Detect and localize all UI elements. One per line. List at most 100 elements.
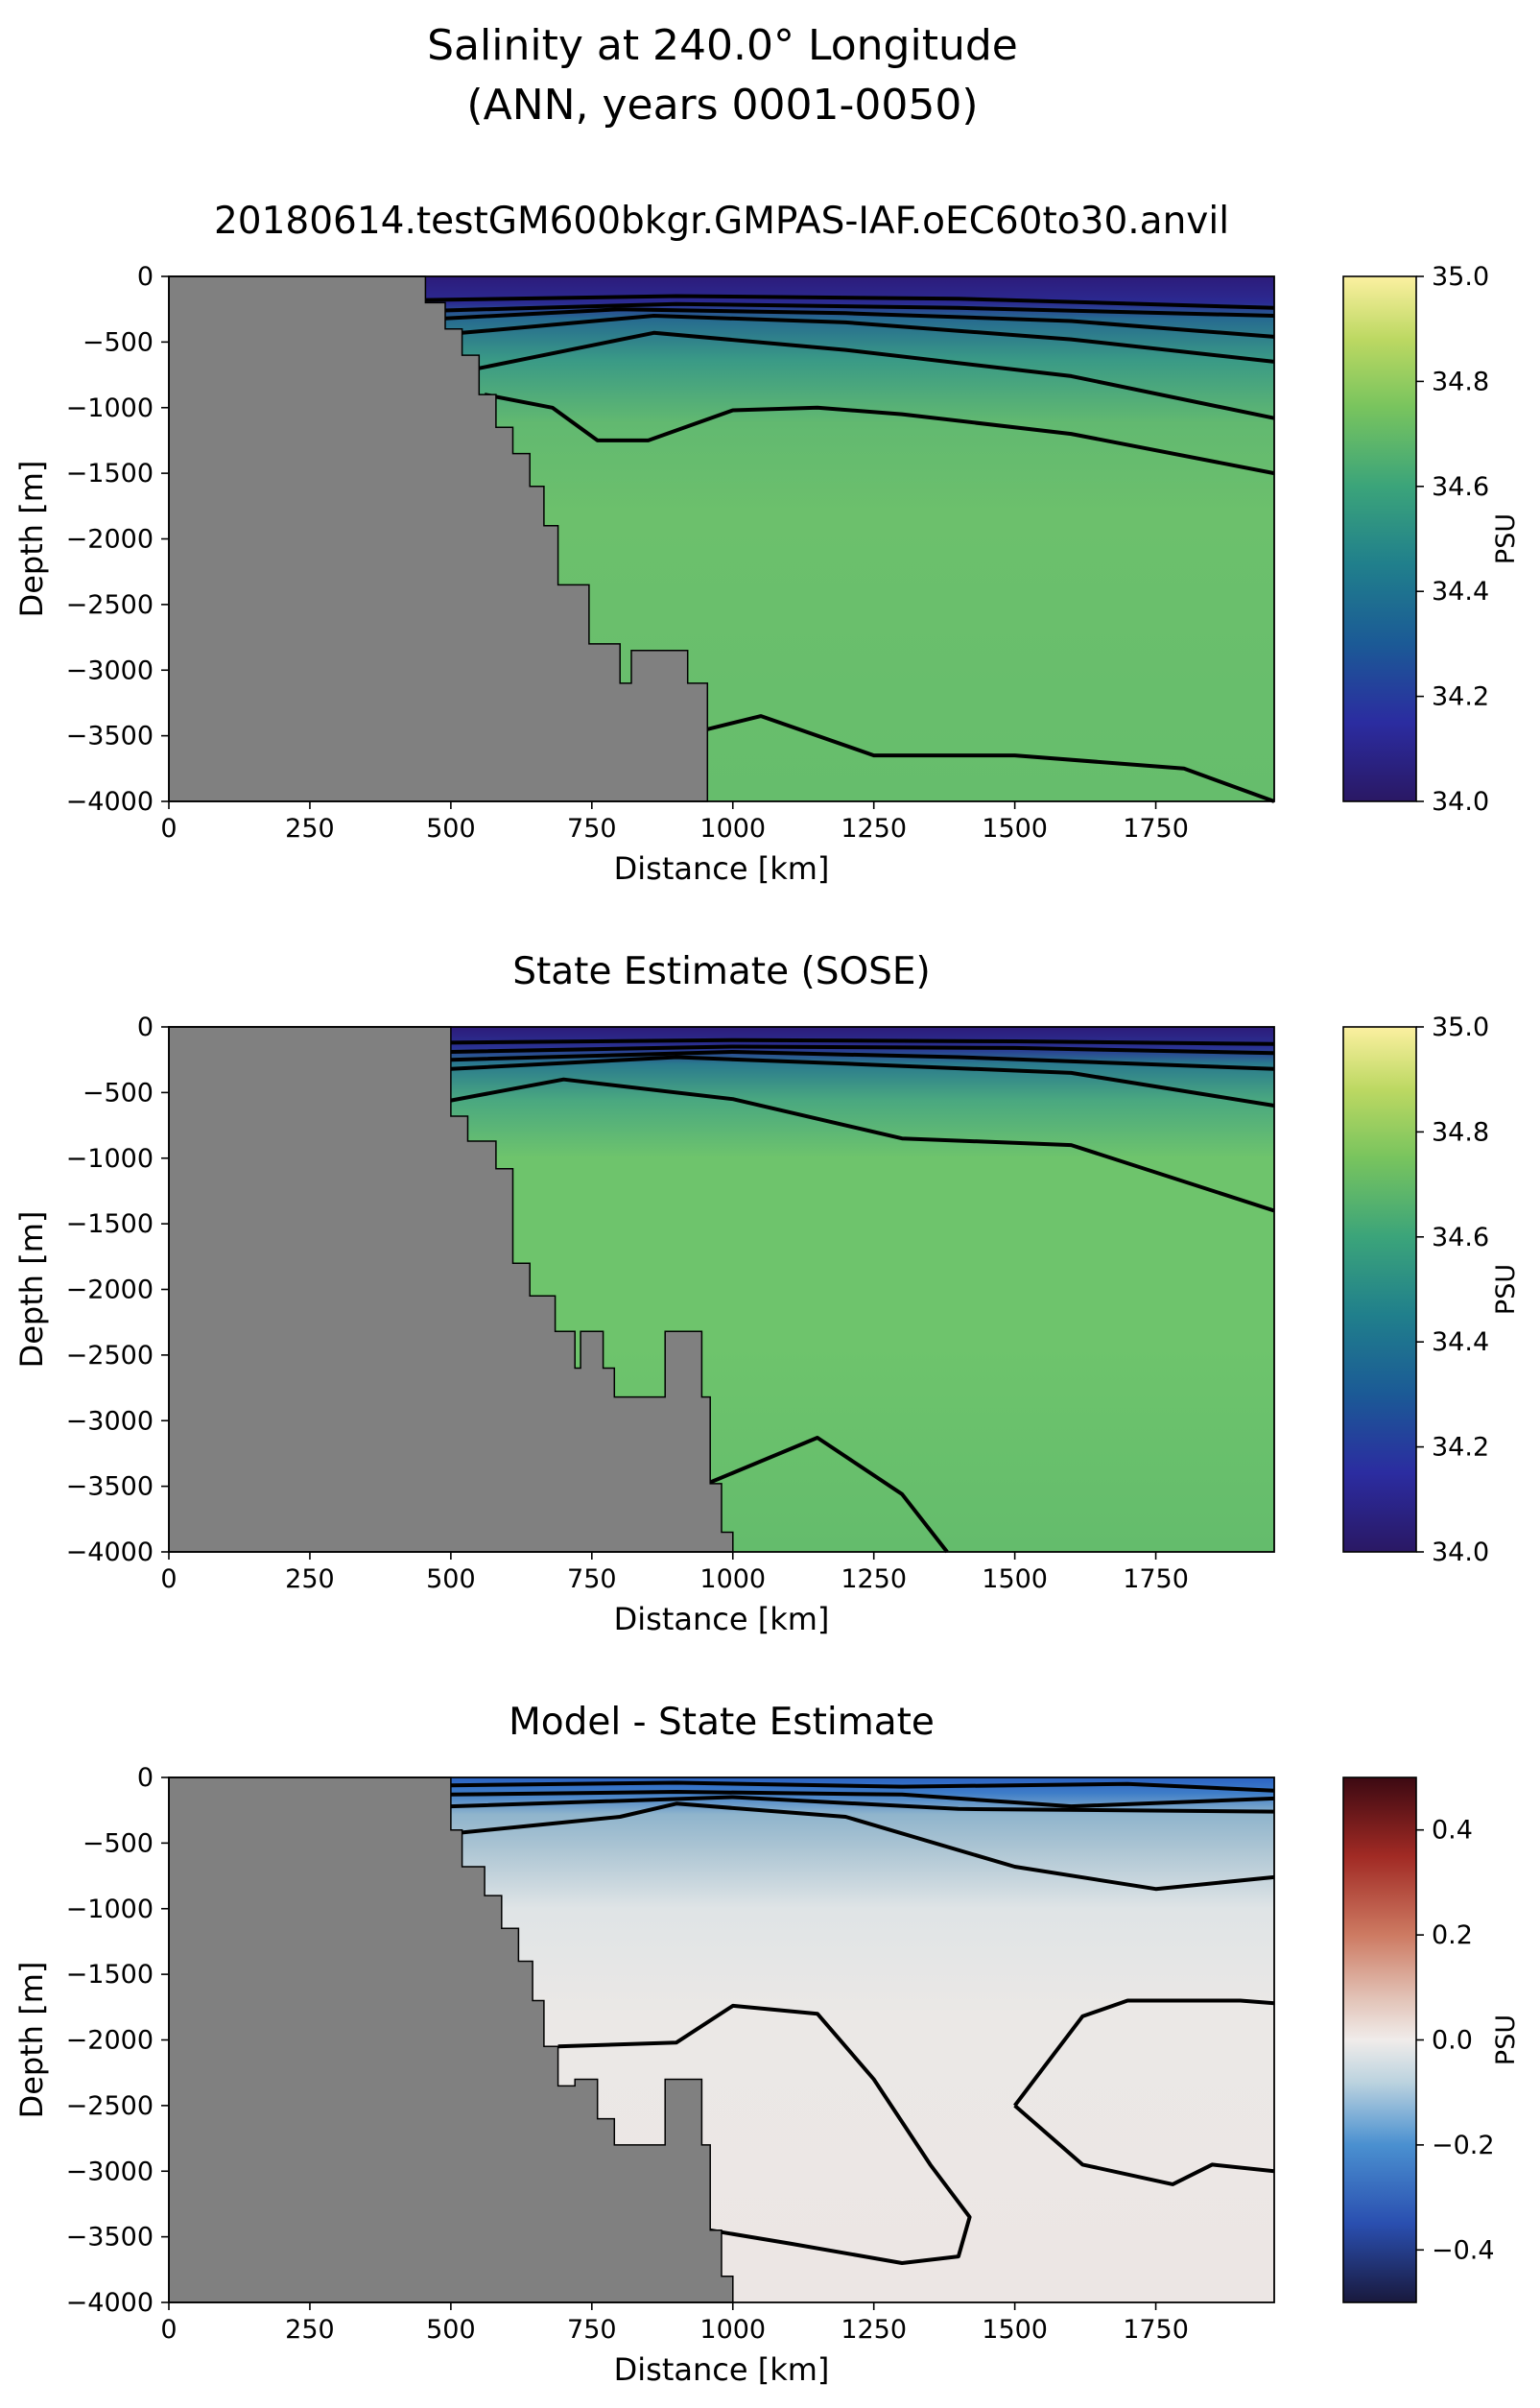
contour-line-6	[484, 393, 1275, 476]
contour-line-3	[444, 307, 1275, 339]
y-tick-label: −1500	[66, 1960, 154, 1990]
x-axis-label: Distance [km]	[614, 1601, 830, 1637]
bathymetry	[168, 1026, 734, 1553]
colorbar-tick-label: 34.0	[1432, 1538, 1489, 1567]
contour-line-6	[709, 1436, 949, 1554]
y-axis-label: Depth [m]	[13, 461, 50, 618]
x-tick-label: 1500	[982, 2315, 1048, 2345]
contour-line-2	[439, 301, 1275, 318]
colorbar-tick-label: 34.2	[1432, 682, 1489, 712]
colorbar-label: PSU	[1491, 513, 1521, 564]
y-tick-label: −2000	[66, 525, 154, 555]
y-tick-label: −2000	[66, 1276, 154, 1305]
colorbar	[1342, 1776, 1417, 2303]
bathymetry	[168, 275, 709, 802]
x-tick-label: 500	[426, 1564, 476, 1594]
y-tick-label: −4000	[66, 787, 154, 817]
y-tick-label: −1000	[66, 393, 154, 423]
contour-line-3	[450, 1050, 1275, 1071]
y-tick-label: −500	[83, 1828, 154, 1858]
y-tick-label: −2500	[66, 590, 154, 620]
contour-line-6	[1013, 1998, 1275, 2108]
y-tick-label: −3500	[66, 2223, 154, 2253]
x-tick-label: 1750	[1123, 1564, 1189, 1594]
x-tick-label: 1000	[699, 1564, 766, 1594]
panel-title: 20180614.testGM600bkgr.GMPAS-IAF.oEC60to…	[214, 200, 1229, 243]
colorbar-tick-label: 34.4	[1432, 577, 1489, 607]
colorbar-tick-label: 34.6	[1432, 472, 1489, 502]
colorbar-tick-label: 34.0	[1432, 787, 1489, 817]
contour-line-1	[450, 1037, 1275, 1046]
y-tick-label: −3000	[66, 656, 154, 685]
x-tick-label: 0	[160, 2315, 177, 2345]
chart-panel-2: State Estimate (SOSE) 0 250 500 750 1000 1250 1…	[13, 950, 1521, 1637]
x-axis-label: Distance [km]	[614, 2351, 830, 2388]
colorbar-tick-label: 34.2	[1432, 1433, 1489, 1463]
colorbar-tick-label: 0.2	[1432, 1920, 1473, 1950]
contour-line-2	[450, 1790, 1275, 1809]
x-tick-label: 500	[426, 2315, 476, 2345]
x-tick-label: 0	[160, 814, 177, 844]
contour-line-7	[706, 714, 1275, 803]
x-tick-label: 1500	[982, 1564, 1048, 1594]
x-tick-label: 1500	[982, 814, 1048, 844]
colorbar-tick-label: 34.6	[1432, 1223, 1489, 1252]
y-tick-label: −2500	[66, 1341, 154, 1371]
y-axis-label: Depth [m]	[13, 1962, 50, 2119]
x-tick-label: 0	[160, 1564, 177, 1594]
contour-line-1	[425, 294, 1275, 310]
contour-line-4	[462, 1801, 1275, 1892]
x-tick-label: 1750	[1123, 2315, 1189, 2345]
y-tick-label: −500	[83, 1078, 154, 1108]
y-tick-label: −1000	[66, 1144, 154, 1174]
x-tick-label: 750	[567, 2315, 617, 2345]
y-tick-label: −1500	[66, 459, 154, 489]
colorbar-tick-label: 35.0	[1432, 262, 1489, 292]
y-tick-label: −2500	[66, 2091, 154, 2121]
x-tick-label: 250	[285, 814, 335, 844]
colorbar-tick-label: −0.2	[1432, 2131, 1495, 2160]
colorbar-tick-label: 34.8	[1432, 367, 1489, 396]
x-tick-label: 1250	[841, 814, 907, 844]
y-tick-label: 0	[137, 1763, 154, 1793]
x-tick-label: 250	[285, 2315, 335, 2345]
colorbar-tick-label: 34.4	[1432, 1327, 1489, 1357]
bathymetry	[168, 1776, 734, 2303]
colorbar-tick-label: 35.0	[1432, 1013, 1489, 1042]
y-tick-label: −1500	[66, 1209, 154, 1239]
panel-title: Model - State Estimate	[509, 1701, 935, 1744]
contour-line-5	[557, 2003, 972, 2265]
y-tick-label: 0	[137, 1013, 154, 1042]
colorbar-label: PSU	[1491, 2015, 1521, 2065]
x-tick-label: 250	[285, 1564, 335, 1594]
x-axis-label: Distance [km]	[614, 850, 830, 887]
contour-line-2	[450, 1044, 1275, 1056]
colorbar-tick-label: 34.8	[1432, 1117, 1489, 1147]
x-tick-label: 750	[567, 814, 617, 844]
contour-line-7	[1013, 2104, 1275, 2186]
panel-title: State Estimate (SOSE)	[512, 950, 931, 993]
colorbar	[1342, 275, 1417, 802]
colorbar-tick-label: −0.4	[1432, 2235, 1495, 2265]
colorbar-tick-label: 0.0	[1432, 2026, 1473, 2056]
y-tick-label: −3500	[66, 722, 154, 751]
contour-line-1	[450, 1780, 1275, 1793]
y-tick-label: −4000	[66, 1538, 154, 1567]
y-tick-label: −3000	[66, 1406, 154, 1436]
y-tick-label: −3000	[66, 2157, 154, 2186]
colorbar-tick-label: 0.4	[1432, 1816, 1473, 1846]
y-tick-label: −3500	[66, 1472, 154, 1502]
contour-line-4	[450, 1055, 1275, 1108]
y-tick-label: 0	[137, 262, 154, 292]
x-tick-label: 1250	[841, 2315, 907, 2345]
figure-title-line1: Salinity at 240.0° Longitude	[427, 21, 1018, 70]
y-tick-label: −4000	[66, 2288, 154, 2318]
y-tick-label: −500	[83, 327, 154, 357]
x-tick-label: 750	[567, 1564, 617, 1594]
y-tick-label: −1000	[66, 1895, 154, 1924]
x-tick-label: 1000	[699, 2315, 766, 2345]
figure-title-line2: (ANN, years 0001-0050)	[466, 81, 978, 130]
x-tick-label: 500	[426, 814, 476, 844]
chart-panel-1: 20180614.testGM600bkgr.GMPAS-IAF.oEC60to…	[13, 200, 1521, 887]
